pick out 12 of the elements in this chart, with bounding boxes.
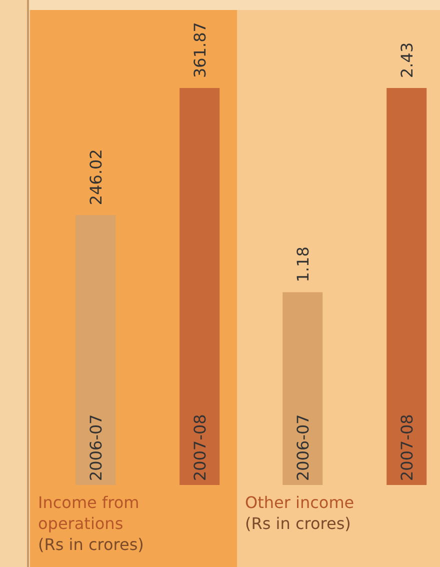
text: (Rs in crores) bbox=[245, 513, 352, 534]
x-tick-label: 2007-08 bbox=[398, 414, 417, 481]
text: Income from operations bbox=[38, 492, 140, 534]
data-label: 361.87 bbox=[190, 22, 210, 78]
data-label: 246.02 bbox=[86, 149, 106, 206]
x-tick-label: 2007-08 bbox=[190, 414, 210, 481]
data-label: 1.18 bbox=[294, 246, 313, 282]
text: (Rs in crores) bbox=[38, 534, 145, 555]
data-label: 2.43 bbox=[398, 42, 417, 78]
text: Other income bbox=[245, 492, 356, 513]
x-tick-label: 2006-07 bbox=[86, 414, 106, 481]
x-tick-label: 2006-07 bbox=[294, 414, 313, 481]
